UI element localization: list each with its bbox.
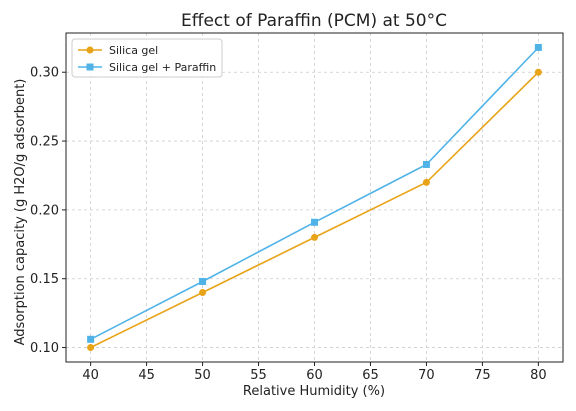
y-tick-label: 0.30 bbox=[30, 66, 59, 81]
x-tick-label: 55 bbox=[250, 368, 267, 383]
data-point bbox=[534, 68, 542, 76]
x-axis: 40 45 50 55 60 65 70 75 80 bbox=[82, 362, 547, 383]
data-point bbox=[422, 178, 430, 186]
data-point bbox=[199, 288, 207, 296]
chart-title: Effect of Paraffin (PCM) at 50°C bbox=[181, 11, 447, 31]
data-point bbox=[311, 218, 318, 226]
grid bbox=[66, 33, 563, 362]
x-axis-label: Relative Humidity (%) bbox=[243, 384, 385, 399]
data-point bbox=[87, 335, 95, 343]
x-tick-label: 80 bbox=[530, 368, 547, 383]
series-line-2 bbox=[90, 46, 539, 341]
legend-marker bbox=[86, 63, 94, 71]
y-axis-label: Adsorption capacity (g H2O/g adsorbent) bbox=[13, 79, 28, 346]
y-tick-label: 0.15 bbox=[30, 272, 59, 287]
x-tick-label: 40 bbox=[82, 368, 99, 383]
y-tick-label: 0.25 bbox=[30, 135, 59, 150]
y-tick-label: 0.10 bbox=[30, 341, 59, 356]
series-group bbox=[87, 43, 542, 352]
data-point bbox=[199, 277, 207, 285]
legend-box bbox=[71, 38, 223, 78]
data-point bbox=[87, 344, 95, 352]
legend-label: Silica gel bbox=[109, 44, 158, 57]
x-tick-label: 45 bbox=[138, 368, 155, 383]
x-tick-label: 60 bbox=[306, 368, 323, 383]
legend-label: Silica gel + Paraffin bbox=[109, 61, 216, 74]
x-tick-label: 75 bbox=[474, 368, 491, 383]
x-tick-label: 50 bbox=[194, 368, 211, 383]
x-tick-label: 65 bbox=[362, 368, 379, 383]
data-point bbox=[422, 160, 430, 168]
y-tick-label: 0.20 bbox=[30, 203, 59, 218]
data-point bbox=[534, 43, 542, 51]
x-tick-label: 70 bbox=[418, 368, 435, 383]
y-axis: 0.10 0.15 0.20 0.25 0.30 bbox=[30, 66, 66, 356]
legend: Silica gel Silica gel + Paraffin bbox=[71, 38, 223, 78]
legend-marker bbox=[86, 46, 94, 54]
data-point bbox=[311, 233, 318, 241]
